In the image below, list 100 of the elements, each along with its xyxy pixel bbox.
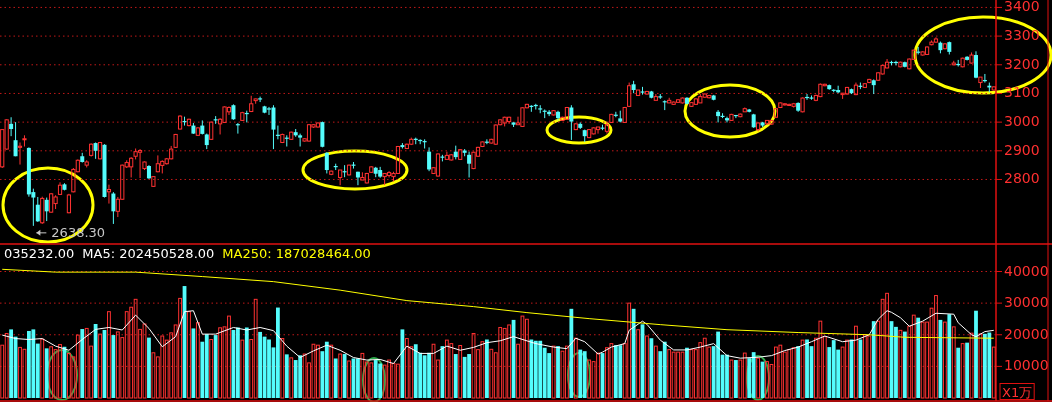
bar [529,339,534,398]
bar [431,343,436,399]
bar [667,349,672,399]
bar [969,332,974,399]
bar [413,344,418,398]
bar [502,327,507,399]
bar [235,327,240,398]
y-tick-label: 40000 [1004,262,1049,279]
bar [280,338,285,399]
bar [147,337,151,398]
bar [858,339,863,398]
bar [898,329,903,399]
bar [845,339,849,399]
bar [213,335,218,398]
y-tick-label: 3400 [1004,0,1040,15]
bar [627,302,632,399]
bar [653,345,658,399]
bar [142,323,147,399]
bar [480,341,485,399]
bar [204,334,209,398]
bar [551,345,556,399]
annotation: 035232.00 [4,245,75,261]
bar [942,321,947,399]
bar [791,347,796,399]
bar [920,321,925,399]
bar [974,310,978,398]
bar [956,347,961,398]
bar [862,334,867,399]
bar [244,327,249,398]
bar [582,351,587,398]
bar [453,354,458,398]
bar [716,331,720,398]
bar [356,358,360,398]
bar [98,333,102,399]
bar [84,327,89,399]
bar [124,311,129,399]
bar [489,348,494,399]
bar [556,346,560,398]
bar [422,355,427,398]
bar [671,351,676,399]
y-tick-label: 30000 [1004,294,1049,311]
y-tick-label: 10000 [1004,357,1049,374]
bar [702,337,707,399]
y-tick-label: 2800 [1004,170,1040,187]
bar [916,317,921,398]
bar [800,339,805,399]
bar [311,343,316,399]
bar [31,329,36,398]
bar [427,352,431,398]
bar [471,332,476,399]
bar [680,351,685,399]
bar [991,346,996,399]
bar [360,352,365,399]
bar [685,347,689,398]
bar [9,329,14,398]
y-tick-label: 3300 [1004,27,1040,44]
bar [347,360,351,399]
bar [462,356,467,398]
bar [267,339,271,398]
bar [209,339,214,399]
bar [742,352,747,399]
bar [151,352,156,399]
bar [662,341,667,398]
bar [276,307,280,398]
bar [58,344,62,399]
bar [284,354,289,398]
bar [578,349,583,398]
y-tick-label: 20000 [1004,325,1049,342]
bar [324,341,329,398]
bar [75,334,80,399]
bar [729,359,734,399]
bar [298,355,303,398]
bar [115,331,120,399]
bar [458,345,463,399]
bar [378,363,383,398]
bar [885,292,889,399]
line-series [1,268,995,339]
bar [982,333,987,398]
bar [133,298,138,399]
bar [636,329,640,399]
bar [333,358,338,398]
bar [609,343,614,399]
bar [22,348,27,399]
bar [902,331,907,398]
series-label: MA250: 187028464.00 [222,245,371,261]
bar [725,354,729,398]
bar [498,326,503,399]
bar [645,335,649,399]
y-tick-label: 3100 [1004,84,1040,101]
bar [404,338,409,399]
bar [756,357,761,399]
bar [818,320,823,399]
bar [289,357,294,399]
bar [569,308,574,398]
bar [44,348,49,398]
bar [605,347,609,399]
bar [867,335,872,399]
bar [27,330,31,398]
bar [67,352,71,399]
bar [4,332,9,399]
